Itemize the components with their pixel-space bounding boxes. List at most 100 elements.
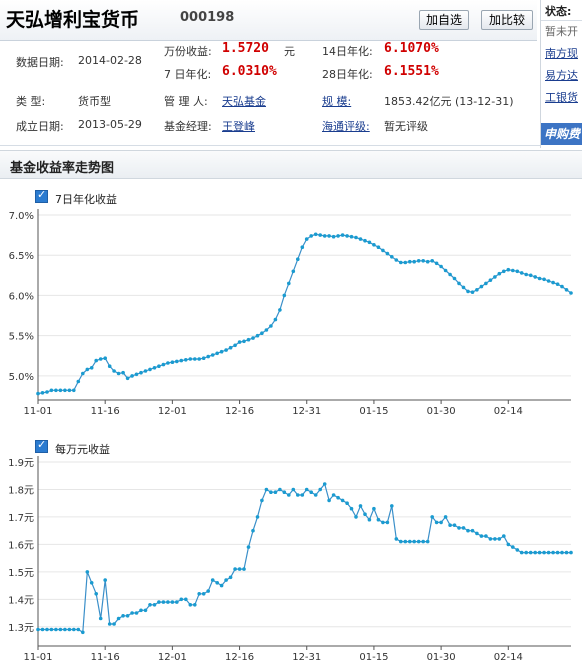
data-point — [542, 550, 546, 555]
purchase-fee-button[interactable]: 申购费 — [541, 123, 582, 145]
fund-code: 000198 — [180, 10, 235, 25]
data-point — [349, 506, 354, 511]
data-point — [340, 498, 345, 503]
data-point — [385, 251, 390, 256]
data-point — [502, 269, 506, 274]
data-point — [81, 630, 85, 635]
fund-manager-link[interactable]: 王登峰 — [222, 120, 255, 133]
x-tick-label: 12-16 — [225, 652, 254, 663]
d28-label: 28日年化: — [322, 68, 373, 81]
data-point — [452, 523, 457, 527]
data-point — [89, 366, 94, 370]
data-point — [448, 272, 452, 277]
related-fund-link[interactable]: 易方达 — [545, 69, 578, 82]
data-point — [179, 597, 184, 602]
data-point — [309, 234, 314, 238]
data-point — [511, 268, 515, 273]
data-point — [497, 537, 502, 541]
data-point — [130, 611, 134, 615]
data-point — [103, 356, 107, 360]
type-value: 货币型 — [78, 95, 111, 108]
data-point — [233, 567, 237, 571]
data-point — [224, 348, 228, 352]
data-point — [425, 259, 430, 264]
rating-label[interactable]: 海通评级: — [322, 120, 370, 133]
data-point — [179, 358, 184, 363]
status-text: 暂未开 — [545, 25, 578, 38]
manager-link[interactable]: 天弘基金 — [222, 95, 266, 108]
data-point — [166, 361, 170, 365]
data-point — [148, 367, 152, 372]
data-point — [542, 277, 546, 282]
data-point — [134, 611, 139, 615]
scale-label[interactable]: 规 模: — [322, 95, 352, 108]
data-point — [551, 550, 555, 555]
data-point — [58, 388, 63, 393]
data-point — [125, 376, 130, 381]
seven-day-yield-checkbox[interactable] — [35, 188, 48, 203]
data-point — [354, 515, 358, 519]
data-point — [94, 592, 98, 596]
data-point — [193, 357, 197, 361]
y-tick-label: 1.8元 — [8, 485, 34, 496]
data-point — [63, 627, 67, 632]
data-point — [309, 490, 314, 494]
data-point — [363, 238, 367, 243]
data-point — [403, 539, 408, 544]
wanfen-value: 1.5720 — [222, 41, 269, 56]
related-fund-link[interactable]: 南方现 — [545, 47, 578, 60]
data-point — [67, 388, 72, 393]
data-point — [318, 487, 323, 492]
rating-value: 暂无评级 — [384, 120, 428, 133]
d7-label: 7 日年化: — [164, 68, 212, 81]
data-point — [443, 268, 448, 273]
data-point — [546, 550, 551, 555]
data-point — [201, 356, 206, 360]
data-point — [358, 504, 363, 508]
data-point — [161, 362, 166, 367]
data-point — [85, 570, 90, 574]
data-point — [260, 498, 264, 503]
data-point — [107, 622, 112, 626]
data-point — [313, 232, 318, 237]
data-point — [390, 255, 394, 259]
data-point — [560, 550, 564, 555]
data-point — [264, 328, 269, 332]
related-fund-link[interactable]: 工银货 — [545, 91, 578, 104]
data-point — [184, 358, 188, 362]
data-point — [421, 539, 426, 544]
data-point — [152, 366, 157, 370]
data-point — [318, 233, 323, 237]
data-point — [237, 567, 242, 571]
data-point — [139, 370, 143, 375]
data-point — [296, 257, 300, 261]
data-point — [484, 534, 488, 538]
data-point — [439, 264, 443, 269]
add-to-compare-button[interactable]: 加比较 — [481, 10, 533, 30]
data-point — [300, 245, 305, 249]
data-point — [112, 369, 116, 373]
data-point — [313, 493, 318, 497]
data-point — [506, 267, 511, 272]
x-tick-label: 02-14 — [494, 652, 523, 663]
status-panel: 状态: 暂未开 南方现 易方达 工银货 申购费 — [540, 0, 582, 148]
data-point — [49, 388, 54, 393]
data-point — [215, 351, 219, 356]
data-point — [484, 281, 488, 286]
data-point — [152, 603, 157, 607]
data-point — [331, 493, 336, 497]
d14-value: 6.1070% — [384, 41, 439, 56]
data-point — [246, 337, 251, 342]
data-point — [134, 372, 139, 377]
y-tick-label: 6.0% — [9, 291, 34, 302]
data-point — [148, 603, 152, 607]
data-point — [219, 349, 224, 354]
data-point — [439, 520, 443, 525]
data-point — [116, 371, 121, 376]
data-point — [363, 512, 367, 516]
data-point — [81, 371, 85, 376]
per-10k-yield-checkbox[interactable] — [35, 438, 48, 453]
data-point — [515, 269, 520, 274]
data-point — [72, 388, 76, 393]
add-to-watchlist-button[interactable]: 加自选 — [419, 10, 469, 30]
